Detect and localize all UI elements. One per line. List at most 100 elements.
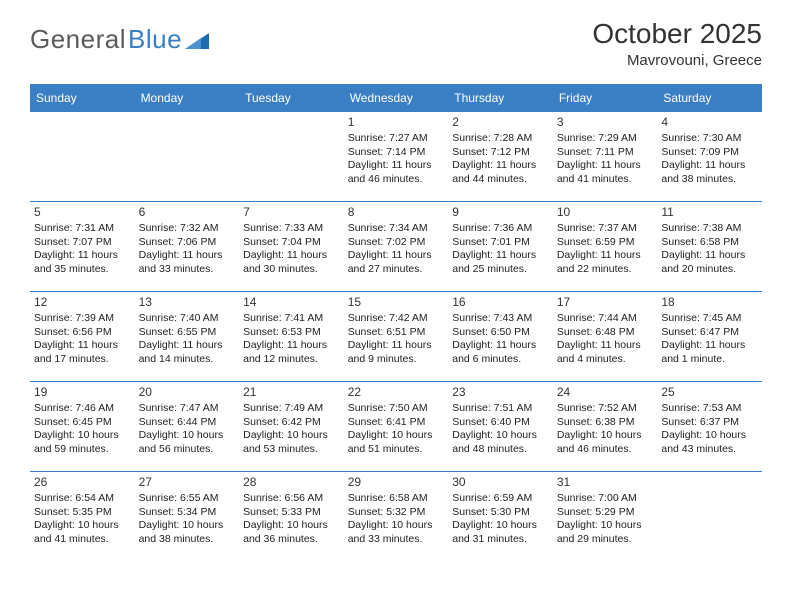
- day-details: Sunrise: 7:50 AMSunset: 6:41 PMDaylight:…: [348, 402, 445, 456]
- day-details: Sunrise: 6:54 AMSunset: 5:35 PMDaylight:…: [34, 492, 131, 546]
- day-details: Sunrise: 7:44 AMSunset: 6:48 PMDaylight:…: [557, 312, 654, 366]
- calendar-cell: 9 Sunrise: 7:36 AMSunset: 7:01 PMDaylight…: [448, 202, 553, 292]
- day-number: 15: [348, 295, 445, 310]
- day-details: Sunrise: 7:29 AMSunset: 7:11 PMDaylight:…: [557, 132, 654, 186]
- calendar-cell: 26 Sunrise: 6:54 AMSunset: 5:35 PMDayligh…: [30, 472, 135, 562]
- day-number: 6: [139, 205, 236, 220]
- day-number: 4: [661, 115, 758, 130]
- calendar-cell: 10 Sunrise: 7:37 AMSunset: 6:59 PMDayligh…: [553, 202, 658, 292]
- calendar-cell: 23 Sunrise: 7:51 AMSunset: 6:40 PMDayligh…: [448, 382, 553, 472]
- calendar-cell: 3Sunrise: 7:29 AMSunset: 7:11 PMDaylight…: [553, 112, 658, 202]
- calendar-cell: 15 Sunrise: 7:42 AMSunset: 6:51 PMDayligh…: [344, 292, 449, 382]
- month-title: October 2025: [592, 18, 762, 50]
- day-number: 10: [557, 205, 654, 220]
- day-details: Sunrise: 7:31 AMSunset: 7:07 PMDaylight:…: [34, 222, 131, 276]
- day-details: Sunrise: 7:42 AMSunset: 6:51 PMDaylight:…: [348, 312, 445, 366]
- day-number: 2: [452, 115, 549, 130]
- calendar-row: 5 Sunrise: 7:31 AMSunset: 7:07 PMDaylight…: [30, 202, 762, 292]
- day-details: Sunrise: 7:32 AMSunset: 7:06 PMDaylight:…: [139, 222, 236, 276]
- calendar-body: 1Sunrise: 7:27 AMSunset: 7:14 PMDaylight…: [30, 112, 762, 561]
- weekday-header: Tuesday: [239, 84, 344, 112]
- day-number: 9: [452, 205, 549, 220]
- day-number: 23: [452, 385, 549, 400]
- logo-text-gray: General: [30, 24, 126, 55]
- calendar-cell: 8 Sunrise: 7:34 AMSunset: 7:02 PMDaylight…: [344, 202, 449, 292]
- day-number: 22: [348, 385, 445, 400]
- day-number: 13: [139, 295, 236, 310]
- day-details: Sunrise: 6:58 AMSunset: 5:32 PMDaylight:…: [348, 492, 445, 546]
- logo-triangle-icon: [185, 29, 211, 51]
- day-details: Sunrise: 7:28 AMSunset: 7:12 PMDaylight:…: [452, 132, 549, 186]
- day-number: 26: [34, 475, 131, 490]
- day-details: Sunrise: 7:41 AMSunset: 6:53 PMDaylight:…: [243, 312, 340, 366]
- calendar-cell: [135, 112, 240, 202]
- calendar-cell: 2 Sunrise: 7:28 AMSunset: 7:12 PMDaylight…: [448, 112, 553, 202]
- day-number: 16: [452, 295, 549, 310]
- day-number: 20: [139, 385, 236, 400]
- day-number: 31: [557, 475, 654, 490]
- calendar-cell: 18 Sunrise: 7:45 AMSunset: 6:47 PMDayligh…: [657, 292, 762, 382]
- day-details: Sunrise: 7:37 AMSunset: 6:59 PMDaylight:…: [557, 222, 654, 276]
- calendar-cell: 25 Sunrise: 7:53 AMSunset: 6:37 PMDayligh…: [657, 382, 762, 472]
- calendar-cell: 27 Sunrise: 6:55 AMSunset: 5:34 PMDayligh…: [135, 472, 240, 562]
- day-number: 27: [139, 475, 236, 490]
- day-details: Sunrise: 7:30 AMSunset: 7:09 PMDaylight:…: [661, 132, 758, 186]
- logo-text-blue: Blue: [128, 24, 182, 55]
- day-number: 5: [34, 205, 131, 220]
- weekday-header: Sunday: [30, 84, 135, 112]
- day-number: 12: [34, 295, 131, 310]
- day-details: Sunrise: 7:33 AMSunset: 7:04 PMDaylight:…: [243, 222, 340, 276]
- day-number: 30: [452, 475, 549, 490]
- calendar-row: 26 Sunrise: 6:54 AMSunset: 5:35 PMDayligh…: [30, 472, 762, 562]
- page: GeneralBlue October 2025 Mavrovouni, Gre…: [0, 0, 792, 612]
- calendar-cell: [657, 472, 762, 562]
- calendar-cell: 7 Sunrise: 7:33 AMSunset: 7:04 PMDaylight…: [239, 202, 344, 292]
- day-details: Sunrise: 7:45 AMSunset: 6:47 PMDaylight:…: [661, 312, 758, 366]
- day-number: 7: [243, 205, 340, 220]
- calendar-cell: 4 Sunrise: 7:30 AMSunset: 7:09 PMDaylight…: [657, 112, 762, 202]
- calendar-cell: 29 Sunrise: 6:58 AMSunset: 5:32 PMDayligh…: [344, 472, 449, 562]
- calendar-cell: 16Sunrise: 7:43 AMSunset: 6:50 PMDayligh…: [448, 292, 553, 382]
- day-details: Sunrise: 7:40 AMSunset: 6:55 PMDaylight:…: [139, 312, 236, 366]
- day-details: Sunrise: 7:52 AMSunset: 6:38 PMDaylight:…: [557, 402, 654, 456]
- day-details: Sunrise: 7:36 AMSunset: 7:01 PMDaylight:…: [452, 222, 549, 276]
- calendar-cell: 11Sunrise: 7:38 AMSunset: 6:58 PMDayligh…: [657, 202, 762, 292]
- day-number: 8: [348, 205, 445, 220]
- header: GeneralBlue October 2025 Mavrovouni, Gre…: [30, 18, 762, 78]
- day-details: Sunrise: 6:55 AMSunset: 5:34 PMDaylight:…: [139, 492, 236, 546]
- calendar-table: Sunday Monday Tuesday Wednesday Thursday…: [30, 84, 762, 561]
- calendar-cell: 24 Sunrise: 7:52 AMSunset: 6:38 PMDayligh…: [553, 382, 658, 472]
- day-details: Sunrise: 7:53 AMSunset: 6:37 PMDaylight:…: [661, 402, 758, 456]
- day-number: 17: [557, 295, 654, 310]
- day-number: 24: [557, 385, 654, 400]
- day-number: 11: [661, 205, 758, 220]
- day-number: 25: [661, 385, 758, 400]
- day-details: Sunrise: 7:51 AMSunset: 6:40 PMDaylight:…: [452, 402, 549, 456]
- calendar-cell: 14Sunrise: 7:41 AMSunset: 6:53 PMDayligh…: [239, 292, 344, 382]
- day-details: Sunrise: 6:56 AMSunset: 5:33 PMDaylight:…: [243, 492, 340, 546]
- calendar-cell: 30 Sunrise: 6:59 AMSunset: 5:30 PMDayligh…: [448, 472, 553, 562]
- calendar-cell: 20Sunrise: 7:47 AMSunset: 6:44 PMDayligh…: [135, 382, 240, 472]
- day-details: Sunrise: 7:34 AMSunset: 7:02 PMDaylight:…: [348, 222, 445, 276]
- calendar-cell: 22 Sunrise: 7:50 AMSunset: 6:41 PMDayligh…: [344, 382, 449, 472]
- day-number: 1: [348, 115, 445, 130]
- calendar-cell: 1Sunrise: 7:27 AMSunset: 7:14 PMDaylight…: [344, 112, 449, 202]
- day-details: Sunrise: 6:59 AMSunset: 5:30 PMDaylight:…: [452, 492, 549, 546]
- calendar-row: 19 Sunrise: 7:46 AMSunset: 6:45 PMDayligh…: [30, 382, 762, 472]
- day-details: Sunrise: 7:46 AMSunset: 6:45 PMDaylight:…: [34, 402, 131, 456]
- calendar-cell: 13 Sunrise: 7:40 AMSunset: 6:55 PMDayligh…: [135, 292, 240, 382]
- calendar-cell: 5 Sunrise: 7:31 AMSunset: 7:07 PMDaylight…: [30, 202, 135, 292]
- calendar-cell: [239, 112, 344, 202]
- weekday-header: Monday: [135, 84, 240, 112]
- weekday-header: Wednesday: [344, 84, 449, 112]
- weekday-header: Friday: [553, 84, 658, 112]
- title-block: October 2025 Mavrovouni, Greece: [592, 18, 762, 69]
- weekday-header: Saturday: [657, 84, 762, 112]
- day-number: 19: [34, 385, 131, 400]
- day-details: Sunrise: 7:00 AMSunset: 5:29 PMDaylight:…: [557, 492, 654, 546]
- brand-logo: GeneralBlue: [30, 24, 211, 55]
- calendar-row: 12Sunrise: 7:39 AMSunset: 6:56 PMDayligh…: [30, 292, 762, 382]
- calendar-head: Sunday Monday Tuesday Wednesday Thursday…: [30, 84, 762, 112]
- day-number: 29: [348, 475, 445, 490]
- day-number: 18: [661, 295, 758, 310]
